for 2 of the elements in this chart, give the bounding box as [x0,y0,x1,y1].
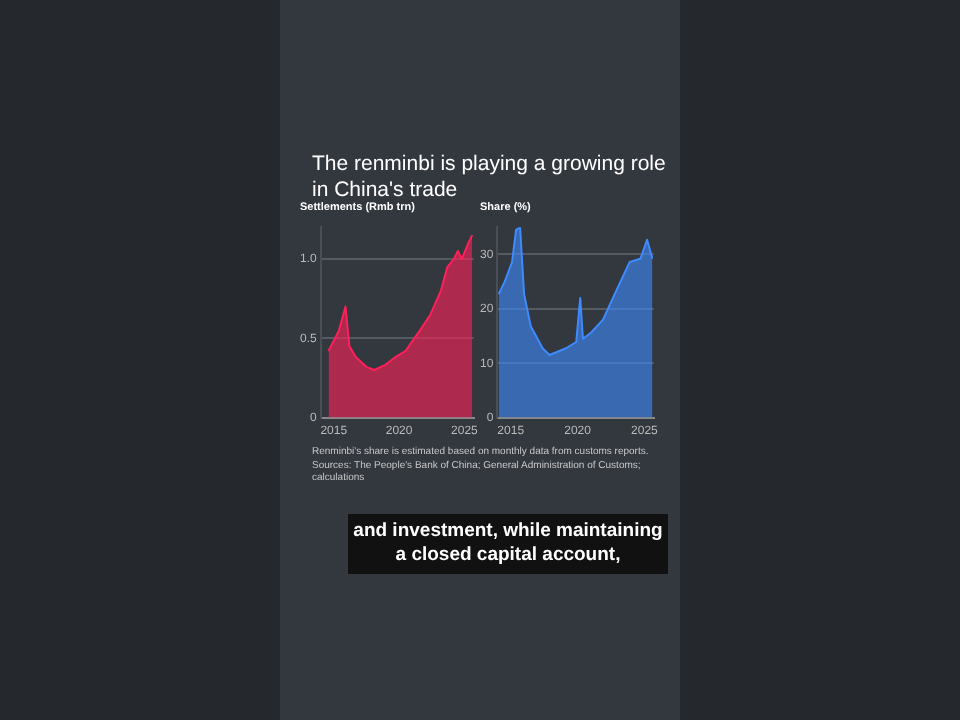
text: and investment, while maintaining a closed capital account, [348,514,668,574]
chart-title: The renminbi is playing a growing role in China's trade [312,152,668,202]
